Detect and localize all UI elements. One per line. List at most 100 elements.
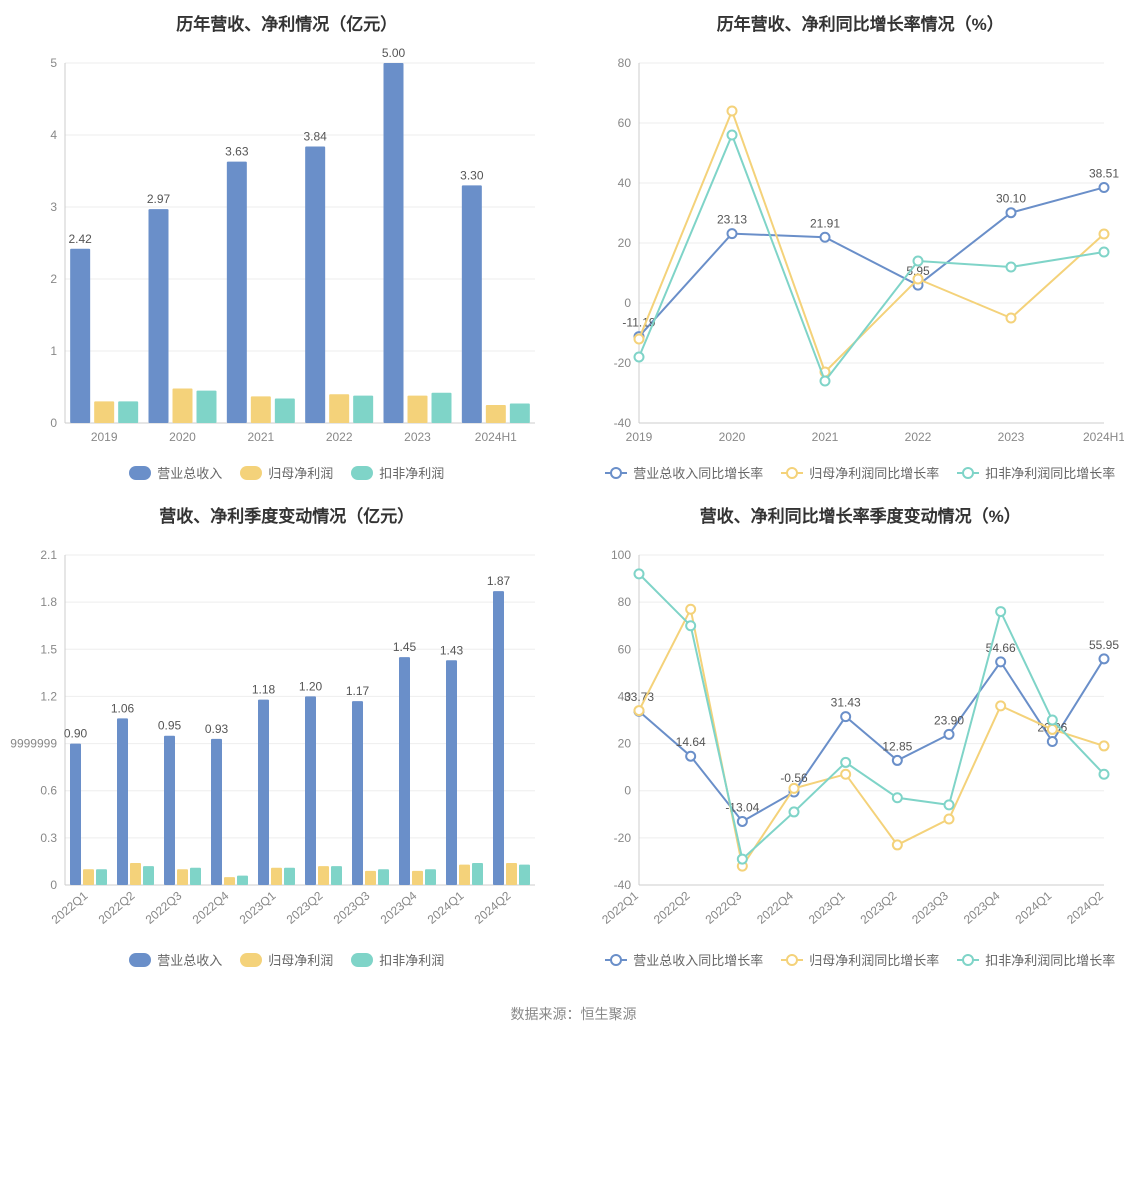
svg-text:30.10: 30.10 bbox=[995, 192, 1025, 206]
chart-grid: 历年营收、净利情况（亿元） 0123452.4220192.9720203.63… bbox=[10, 10, 1137, 974]
svg-text:1.18: 1.18 bbox=[252, 683, 276, 697]
svg-text:2023Q1: 2023Q1 bbox=[805, 888, 847, 926]
line-chart-quarterly: -40-200204060801002022Q12022Q22022Q32022… bbox=[584, 535, 1124, 940]
legend-label: 营业总收入同比增长率 bbox=[633, 950, 763, 969]
legend-swatch bbox=[351, 466, 373, 480]
svg-text:21.91: 21.91 bbox=[809, 216, 839, 230]
legend-swatch bbox=[605, 472, 627, 474]
svg-text:2021: 2021 bbox=[811, 430, 838, 444]
legend-swatch bbox=[351, 953, 373, 967]
svg-text:1.87: 1.87 bbox=[487, 574, 511, 588]
legend-label: 扣非净利润 bbox=[379, 950, 444, 969]
svg-text:5.00: 5.00 bbox=[382, 46, 406, 60]
svg-text:2019: 2019 bbox=[91, 430, 118, 444]
legend-item: 归母净利润 bbox=[240, 950, 333, 969]
legend-item: 扣非净利润 bbox=[351, 463, 444, 482]
panel-quarterly-bar: 营收、净利季度变动情况（亿元） 00.30.60.899999999999999… bbox=[10, 502, 564, 974]
legend-label: 归母净利润同比增长率 bbox=[809, 950, 939, 969]
svg-text:20: 20 bbox=[617, 236, 631, 250]
svg-text:2023Q4: 2023Q4 bbox=[960, 888, 1002, 926]
svg-text:33.73: 33.73 bbox=[623, 690, 653, 704]
legend-item: 归母净利润同比增长率 bbox=[781, 463, 939, 482]
svg-text:-20: -20 bbox=[613, 831, 631, 845]
svg-text:-40: -40 bbox=[613, 416, 631, 430]
svg-text:0: 0 bbox=[624, 296, 631, 310]
legend: 营业总收入归母净利润 扣非净利润 bbox=[10, 463, 564, 482]
legend-item: 营业总收入 bbox=[129, 950, 222, 969]
svg-text:2024Q2: 2024Q2 bbox=[1064, 888, 1106, 926]
svg-text:2020: 2020 bbox=[718, 430, 745, 444]
svg-text:3.63: 3.63 bbox=[225, 145, 249, 159]
svg-text:60: 60 bbox=[617, 642, 631, 656]
legend-label: 扣非净利润同比增长率 bbox=[985, 950, 1115, 969]
svg-text:0: 0 bbox=[50, 416, 57, 430]
bar-chart-quarterly: 00.30.60.89999999999999991.21.51.82.10.9… bbox=[10, 535, 550, 940]
svg-text:60: 60 bbox=[617, 116, 631, 130]
legend-swatch bbox=[781, 472, 803, 474]
panel-annual-bar: 历年营收、净利情况（亿元） 0123452.4220192.9720203.63… bbox=[10, 10, 564, 482]
svg-text:2019: 2019 bbox=[625, 430, 652, 444]
svg-text:1.5: 1.5 bbox=[40, 642, 57, 656]
svg-text:1.17: 1.17 bbox=[346, 684, 370, 698]
svg-text:100: 100 bbox=[610, 548, 630, 562]
svg-text:2022: 2022 bbox=[904, 430, 931, 444]
svg-text:2022Q1: 2022Q1 bbox=[599, 888, 641, 926]
svg-text:1.43: 1.43 bbox=[440, 643, 464, 657]
svg-text:2023Q1: 2023Q1 bbox=[237, 888, 279, 926]
svg-text:0.93: 0.93 bbox=[205, 722, 229, 736]
svg-text:-20: -20 bbox=[613, 356, 631, 370]
svg-text:12.85: 12.85 bbox=[882, 739, 912, 753]
svg-text:2022: 2022 bbox=[326, 430, 353, 444]
svg-text:1.45: 1.45 bbox=[393, 640, 417, 654]
line-chart-annual: -40-20020406080201920202021202220232024H… bbox=[584, 43, 1124, 453]
legend-swatch bbox=[129, 466, 151, 480]
legend-item: 扣非净利润 bbox=[351, 950, 444, 969]
panel-title: 历年营收、净利情况（亿元） bbox=[10, 10, 564, 35]
svg-text:2023Q2: 2023Q2 bbox=[857, 888, 899, 926]
svg-text:3: 3 bbox=[50, 200, 57, 214]
svg-text:55.95: 55.95 bbox=[1088, 638, 1118, 652]
svg-text:2: 2 bbox=[50, 272, 57, 286]
legend-item: 扣非净利润同比增长率 bbox=[957, 463, 1115, 482]
svg-text:4: 4 bbox=[50, 128, 57, 142]
panel-title: 历年营收、净利同比增长率情况（%） bbox=[584, 10, 1138, 35]
svg-text:2024H1: 2024H1 bbox=[475, 430, 517, 444]
legend-item: 归母净利润同比增长率 bbox=[781, 950, 939, 969]
svg-text:5: 5 bbox=[50, 56, 57, 70]
svg-text:2020: 2020 bbox=[169, 430, 196, 444]
legend-label: 归母净利润同比增长率 bbox=[809, 463, 939, 482]
svg-text:2.1: 2.1 bbox=[40, 548, 57, 562]
svg-text:2024H1: 2024H1 bbox=[1082, 430, 1123, 444]
svg-text:23.90: 23.90 bbox=[933, 713, 963, 727]
svg-text:3.84: 3.84 bbox=[303, 130, 327, 144]
svg-text:2024Q1: 2024Q1 bbox=[1012, 888, 1054, 926]
svg-text:2022Q3: 2022Q3 bbox=[702, 888, 744, 926]
legend-label: 营业总收入 bbox=[157, 463, 222, 482]
svg-text:2023: 2023 bbox=[404, 430, 431, 444]
svg-text:20: 20 bbox=[617, 737, 631, 751]
svg-text:2023Q4: 2023Q4 bbox=[378, 888, 420, 926]
panel-title: 营收、净利季度变动情况（亿元） bbox=[10, 502, 564, 527]
legend-label: 扣非净利润同比增长率 bbox=[985, 463, 1115, 482]
svg-text:2022Q3: 2022Q3 bbox=[143, 888, 185, 926]
svg-text:2.42: 2.42 bbox=[68, 232, 92, 246]
svg-text:1: 1 bbox=[50, 344, 57, 358]
legend-swatch bbox=[957, 959, 979, 961]
legend-item: 扣非净利润同比增长率 bbox=[957, 950, 1115, 969]
legend-swatch bbox=[240, 466, 262, 480]
legend: 营业总收入同比增长率 归母净利润同比增长率 扣非净利润同比增长率 bbox=[584, 950, 1138, 969]
legend-swatch bbox=[605, 959, 627, 961]
legend-label: 归母净利润 bbox=[268, 950, 333, 969]
svg-text:31.43: 31.43 bbox=[830, 696, 860, 710]
svg-text:1.2: 1.2 bbox=[40, 689, 57, 703]
legend-item: 归母净利润 bbox=[240, 463, 333, 482]
panel-annual-line: 历年营收、净利同比增长率情况（%） -40-200204060802019202… bbox=[584, 10, 1138, 482]
legend-label: 扣非净利润 bbox=[379, 463, 444, 482]
svg-text:0: 0 bbox=[50, 878, 57, 892]
svg-text:0.90: 0.90 bbox=[64, 727, 88, 741]
legend-swatch bbox=[240, 953, 262, 967]
legend: 营业总收入同比增长率 归母净利润同比增长率 扣非净利润同比增长率 bbox=[584, 463, 1138, 482]
legend-item: 营业总收入同比增长率 bbox=[605, 463, 763, 482]
svg-text:1.06: 1.06 bbox=[111, 701, 135, 715]
svg-text:0.6: 0.6 bbox=[40, 784, 57, 798]
